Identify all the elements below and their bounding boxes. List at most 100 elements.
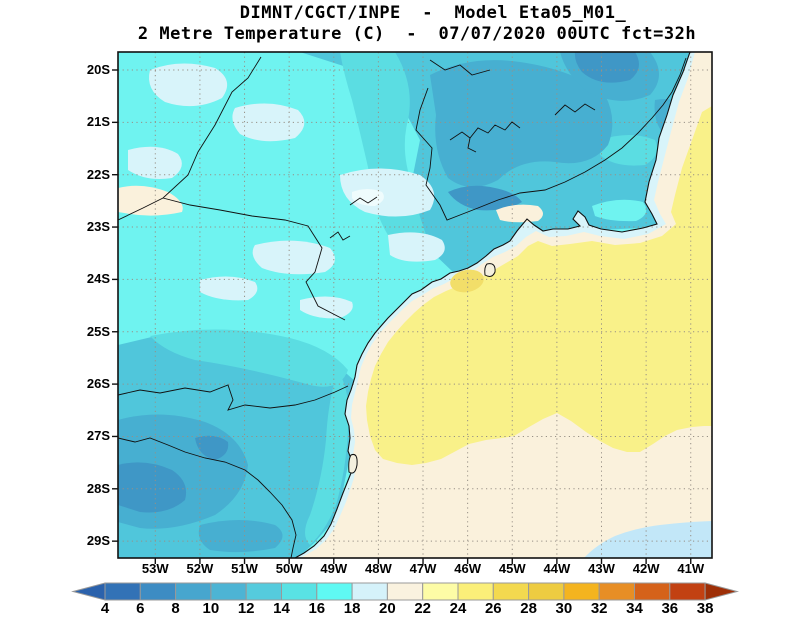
lon-label: 47W: [409, 561, 437, 576]
lon-label: 53W: [141, 561, 169, 576]
lat-label: 23S: [86, 219, 110, 235]
colorbar-tick-label: 32: [590, 600, 608, 617]
reservoir-furnas: [449, 121, 521, 153]
colorbar-tick-label: 18: [343, 600, 361, 617]
region-ridge-8-10: [448, 185, 522, 211]
island-florianopolis: [348, 454, 358, 474]
colorbar-tick-label: 24: [449, 600, 467, 617]
reservoir-rio-grande: [554, 103, 596, 116]
colorbar-arrow-right: [704, 582, 740, 601]
river-top: [429, 59, 491, 76]
colorbar-segment: [104, 582, 141, 601]
pale-patch-b: [232, 103, 305, 142]
colorbar-tick-label: 16: [308, 600, 326, 617]
border-pr-sc: [118, 384, 349, 411]
colorbar-tick-label: 30: [555, 600, 573, 617]
lat-label: 29S: [86, 533, 110, 549]
pale-patch-f: [252, 240, 335, 275]
colorbar-arrow-left: [71, 582, 106, 601]
lon-label: 45W: [498, 561, 526, 576]
reservoir-center1: [349, 196, 378, 206]
lon-label: 48W: [365, 561, 392, 576]
region-band-south-14-16: [150, 329, 348, 387]
colorbar-tick-label: 20: [379, 600, 396, 617]
lat-label: 24S: [86, 271, 110, 287]
colorbar-tick-label: 34: [626, 600, 643, 617]
colorbar-tick-label: 36: [661, 600, 679, 617]
lon-label: 43W: [588, 561, 615, 576]
axis-ticks: [112, 69, 692, 564]
border-sc-rs: [118, 437, 297, 558]
ocean-cool-corner: [584, 521, 712, 558]
pale-patch-a: [149, 63, 228, 107]
lat-label: 27S: [86, 428, 110, 444]
ocean-warm-blob-santos: [450, 269, 484, 293]
map-fill-layers: [118, 52, 712, 558]
colorbar-segment: [386, 582, 424, 601]
colorbar-segment: [492, 582, 530, 601]
colorbar-tick-label: 12: [237, 600, 255, 617]
lat-label: 28S: [86, 480, 110, 496]
border-paranapanema: [162, 197, 346, 321]
colorbar-tick-label: 22: [414, 600, 432, 617]
lon-label: 49W: [320, 561, 348, 576]
lon-label: 51W: [231, 561, 258, 576]
coastal-cream-pocket: [496, 204, 543, 223]
colorbar-tick-label: 26: [484, 600, 502, 617]
lon-label: 52W: [186, 561, 214, 576]
lat-label: 25S: [86, 323, 110, 339]
page-title: DIMNT/CGCT/INPE - Model Eta05_M01_: [239, 3, 627, 23]
colorbar-segment: [634, 582, 671, 601]
lon-label: 50W: [275, 561, 303, 576]
colorbar-segment: [281, 582, 318, 601]
lat-label: 21S: [86, 114, 110, 130]
lat-label: 26S: [86, 376, 110, 392]
colorbar-segment: [669, 582, 706, 601]
region-ne-coast-patch: [600, 135, 658, 166]
coastline: [294, 52, 691, 558]
colorbar-tick-label: 14: [273, 600, 290, 617]
colorbar-segment: [316, 582, 353, 601]
lat-label: 20S: [86, 62, 110, 77]
region-sw-blob2: [195, 435, 229, 460]
temperature-colorbar: [71, 582, 740, 601]
colorbar-tick-label: 6: [136, 600, 145, 617]
border-sp-mg-rj: [415, 57, 687, 221]
map-frame: [117, 51, 713, 559]
colorbar-segment: [351, 582, 388, 601]
colorbar-segment: [563, 582, 600, 601]
pale-patch-j: [200, 276, 258, 301]
island-ilhabela: [484, 263, 496, 277]
colorbar-segment: [210, 582, 247, 601]
colorbar-segment: [528, 582, 565, 601]
colorbar-tick-label: 38: [696, 600, 714, 617]
page-subtitle: 2 Metre Temperature (C) - 07/07/2020 00U…: [137, 24, 697, 44]
lon-label: 41W: [677, 561, 705, 576]
lat-label: 22S: [86, 166, 110, 182]
pale-patch-k: [300, 296, 353, 319]
lat-lon-gridlines: [118, 52, 712, 558]
pale-patch-g: [388, 232, 445, 262]
colorbar-segment: [598, 582, 636, 601]
colorbar-tick-label: 4: [100, 600, 110, 617]
region-top-8-10: [574, 52, 639, 83]
border-parana-river: [118, 56, 262, 221]
lon-label: 46W: [454, 561, 481, 576]
colorbar-segment: [457, 582, 494, 601]
region-ne-dark1: [430, 60, 613, 188]
region-coast-strip-14-16: [305, 370, 349, 545]
white-patch-center: [352, 189, 384, 206]
colorbar-tick-label: 10: [202, 600, 220, 617]
colorbar-segment: [139, 582, 177, 601]
lon-label: 44W: [543, 561, 571, 576]
region-sw-darkest: [118, 462, 187, 513]
colorbar-tick-label: 28: [520, 600, 537, 617]
region-bottom-dark: [198, 520, 283, 553]
colorbar-segment: [245, 582, 282, 601]
colorbar-segment: [175, 582, 212, 601]
ocean-yellow: [366, 106, 712, 465]
colorbar-segment: [422, 582, 459, 601]
colorbar-tick-label: 8: [171, 600, 180, 617]
